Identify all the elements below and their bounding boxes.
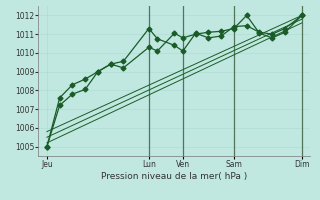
X-axis label: Pression niveau de la mer( hPa ): Pression niveau de la mer( hPa ) — [101, 172, 248, 181]
